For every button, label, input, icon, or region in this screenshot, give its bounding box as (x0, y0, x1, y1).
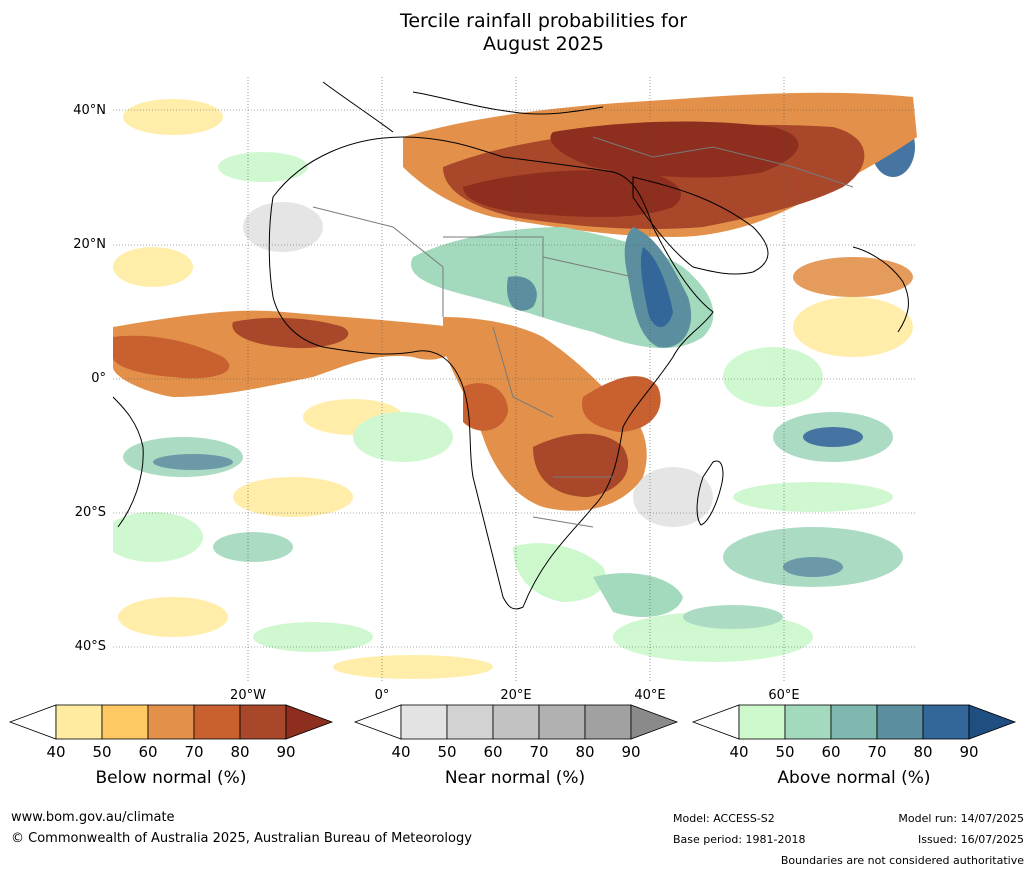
colorbar-below-normal (8, 704, 334, 740)
colorbar-tick-label: 60 (483, 743, 503, 761)
colorbar-tick-label: 60 (821, 743, 841, 761)
colorbar-above-normal (691, 704, 1017, 740)
colorbar-extend-low (8, 704, 57, 740)
colorbar-tick-label: 40 (729, 743, 749, 761)
lon-label-0: 0° (374, 688, 390, 703)
colorbar-tick-label: 70 (184, 743, 204, 761)
colorbar-swatch (400, 704, 448, 740)
lat-label-20s: 20°S (74, 505, 106, 520)
colorbar-above-label: Above normal (%) (777, 768, 931, 788)
colorbar-extend-high (285, 704, 334, 740)
colorbar-swatch (55, 704, 103, 740)
footer-model-run: Model run: 14/07/2025 (898, 812, 1024, 825)
colorbar-tick-label: 40 (391, 743, 411, 761)
map-title: Tercile rainfall probabilities for Augus… (0, 10, 1035, 56)
footer-model: Model: ACCESS-S2 (673, 812, 775, 825)
colorbar-swatch (193, 704, 241, 740)
lat-label-0: 0° (91, 371, 106, 386)
colorbar-swatch (101, 704, 149, 740)
colorbar-above-svg (691, 704, 1017, 740)
colorbar-extend-high (630, 704, 679, 740)
lat-label-20n: 20°N (73, 237, 106, 252)
colorbar-swatch (738, 704, 786, 740)
footer-disclaimer: Boundaries are not considered authoritat… (780, 854, 1024, 867)
colorbar-tick-label: 80 (575, 743, 595, 761)
colorbar-swatch (876, 704, 924, 740)
colorbar-swatch (784, 704, 832, 740)
colorbar-extend-low (353, 704, 402, 740)
lon-label-40e: 40°E (634, 688, 666, 703)
lon-label-60e: 60°E (768, 688, 800, 703)
footer-base-period: Base period: 1981-2018 (673, 833, 806, 846)
rainfall-probability-map (113, 77, 917, 681)
colorbar-tick-label: 60 (138, 743, 158, 761)
colorbar-swatch (147, 704, 195, 740)
title-line-2: August 2025 (483, 33, 604, 55)
colorbar-tick-label: 40 (46, 743, 66, 761)
lon-label-20w: 20°W (230, 688, 266, 703)
footer-issued: Issued: 16/07/2025 (917, 833, 1024, 846)
colorbar-tick-label: 70 (529, 743, 549, 761)
lat-label-40n: 40°N (73, 103, 106, 118)
colorbar-swatch (922, 704, 970, 740)
colorbar-near-normal (353, 704, 679, 740)
colorbar-swatch (830, 704, 878, 740)
colorbar-extend-low (691, 704, 740, 740)
colorbar-tick-label: 50 (437, 743, 457, 761)
colorbar-swatch (538, 704, 586, 740)
colorbar-near-svg (353, 704, 679, 740)
colorbar-tick-label: 50 (775, 743, 795, 761)
colorbar-tick-label: 80 (913, 743, 933, 761)
colorbar-swatch (492, 704, 540, 740)
colorbar-tick-label: 50 (92, 743, 112, 761)
lon-label-20e: 20°E (500, 688, 532, 703)
colorbar-near-label: Near normal (%) (444, 768, 586, 788)
colorbar-extend-high (968, 704, 1017, 740)
colorbar-swatch (239, 704, 287, 740)
colorbar-tick-label: 80 (230, 743, 250, 761)
colorbar-below-label: Below normal (%) (95, 768, 247, 788)
lat-label-40s: 40°S (74, 639, 106, 654)
colorbar-swatch (446, 704, 494, 740)
title-line-1: Tercile rainfall probabilities for (399, 10, 688, 32)
colorbar-tick-label: 90 (621, 743, 641, 761)
colorbar-tick-label: 90 (276, 743, 296, 761)
colorbar-below-svg (8, 704, 334, 740)
footer-copyright: © Commonwealth of Australia 2025, Austra… (11, 831, 472, 846)
footer-website: www.bom.gov.au/climate (11, 810, 175, 825)
colorbar-swatch (584, 704, 632, 740)
colorbar-tick-label: 70 (867, 743, 887, 761)
colorbar-tick-label: 90 (959, 743, 979, 761)
